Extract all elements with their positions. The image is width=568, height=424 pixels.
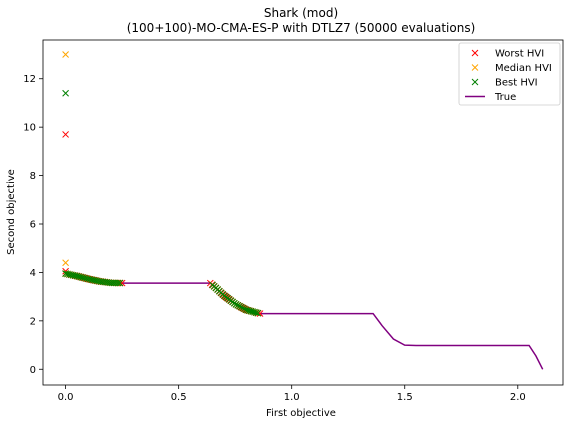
marker-stroke <box>101 278 109 286</box>
marker-stroke <box>471 64 479 71</box>
marker-stroke <box>71 272 79 279</box>
median-hvi-point <box>62 259 69 267</box>
marker-stroke <box>471 78 479 86</box>
legend-label-true: True <box>494 92 516 103</box>
marker-stroke <box>95 277 103 285</box>
plot-frame <box>42 39 564 386</box>
marker-stroke <box>256 310 264 317</box>
chart-title: Shark (mod) <box>264 6 338 20</box>
median-hvi-point <box>62 51 69 58</box>
x-tick-label: 2.0 <box>510 392 526 403</box>
marker-stroke <box>97 278 105 285</box>
best-hvi-series <box>62 89 262 317</box>
legend-handle-median-hvi <box>471 64 479 71</box>
best-hvi-point <box>237 303 245 311</box>
legend-label-best-hvi: Best HVI <box>495 78 538 89</box>
marker-stroke <box>232 300 240 308</box>
best-hvi-point <box>241 305 248 313</box>
x-tick-label: 0.5 <box>171 392 187 403</box>
marker-stroke <box>247 307 255 315</box>
plot-area <box>62 51 544 370</box>
best-hvi-point <box>116 279 124 287</box>
x-axis-label: First objective <box>266 408 336 419</box>
best-hvi-point <box>236 302 243 310</box>
x-tick-label: 1.0 <box>284 392 300 403</box>
legend-handle-worst-hvi <box>471 49 479 57</box>
y-tick-label: 8 <box>30 171 36 182</box>
marker-stroke <box>237 303 245 311</box>
marker-stroke <box>116 279 124 287</box>
y-tick-label: 0 <box>30 365 36 376</box>
marker-stroke <box>234 301 242 309</box>
best-hvi-point <box>252 309 260 316</box>
y-tick-label: 4 <box>30 268 36 279</box>
marker-stroke <box>252 309 260 316</box>
marker-stroke <box>471 49 479 57</box>
marker-stroke <box>79 274 86 281</box>
marker-stroke <box>62 267 69 275</box>
marker-stroke <box>80 274 88 282</box>
marker-stroke <box>251 308 258 316</box>
x-tick-label: 1.5 <box>397 392 413 403</box>
worst-hvi-point <box>62 131 69 138</box>
best-hvi-point <box>232 300 240 308</box>
marker-stroke <box>241 305 248 313</box>
marker-stroke <box>62 131 69 138</box>
marker-stroke <box>69 271 77 279</box>
legend-label-median-hvi: Median HVI <box>495 63 552 74</box>
y-axis: 0 2 4 6 8 10 12 <box>23 74 43 376</box>
marker-stroke <box>99 278 107 286</box>
marker-stroke <box>77 273 84 281</box>
marker-stroke <box>103 278 111 286</box>
marker-stroke <box>67 271 75 279</box>
marker-stroke <box>86 275 94 283</box>
legend-box <box>458 42 561 106</box>
legend-label-worst-hvi: Worst HVI <box>495 49 544 60</box>
best-hvi-point <box>114 279 122 287</box>
marker-stroke <box>62 51 69 58</box>
marker-stroke <box>94 277 101 285</box>
y-axis-label: Second objective <box>6 169 17 255</box>
best-hvi-point <box>234 301 242 309</box>
y-tick-label: 12 <box>23 74 36 85</box>
best-hvi-point <box>254 309 262 317</box>
marker-stroke <box>62 89 69 97</box>
y-tick-label: 2 <box>30 316 36 327</box>
marker-stroke <box>62 270 69 277</box>
chart-subtitle: (100+100)-MO-CMA-ES-P with DTLZ7 (50000 … <box>127 21 476 35</box>
marker-stroke <box>242 306 250 314</box>
marker-stroke <box>254 309 262 317</box>
marker-stroke <box>114 279 122 287</box>
worst-hvi-series <box>62 131 264 317</box>
marker-stroke <box>73 272 81 280</box>
legend-handle-best-hvi <box>471 78 479 86</box>
legend: Worst HVI Median HVI Best HVI True <box>458 42 561 106</box>
marker-stroke <box>88 276 96 284</box>
marker-stroke <box>244 306 252 314</box>
marker-stroke <box>246 307 253 315</box>
marker-stroke <box>249 308 257 316</box>
y-tick-label: 6 <box>30 220 36 231</box>
marker-stroke <box>65 271 73 278</box>
marker-stroke <box>90 276 98 284</box>
best-hvi-point <box>239 304 247 312</box>
x-tick-label: 0.0 <box>58 392 74 403</box>
marker-stroke <box>82 275 90 282</box>
marker-stroke <box>92 277 99 284</box>
worst-hvi-point <box>256 310 264 317</box>
marker-stroke <box>75 273 83 280</box>
marker-stroke <box>84 275 92 283</box>
y-tick-label: 10 <box>23 123 36 134</box>
marker-stroke <box>236 302 243 310</box>
marker-stroke <box>64 270 71 278</box>
x-axis: 0.0 0.5 1.0 1.5 2.0 <box>58 385 526 403</box>
marker-stroke <box>62 259 69 267</box>
marker-stroke <box>239 304 247 312</box>
best-hvi-point <box>62 89 69 97</box>
true-front-line <box>65 272 544 370</box>
